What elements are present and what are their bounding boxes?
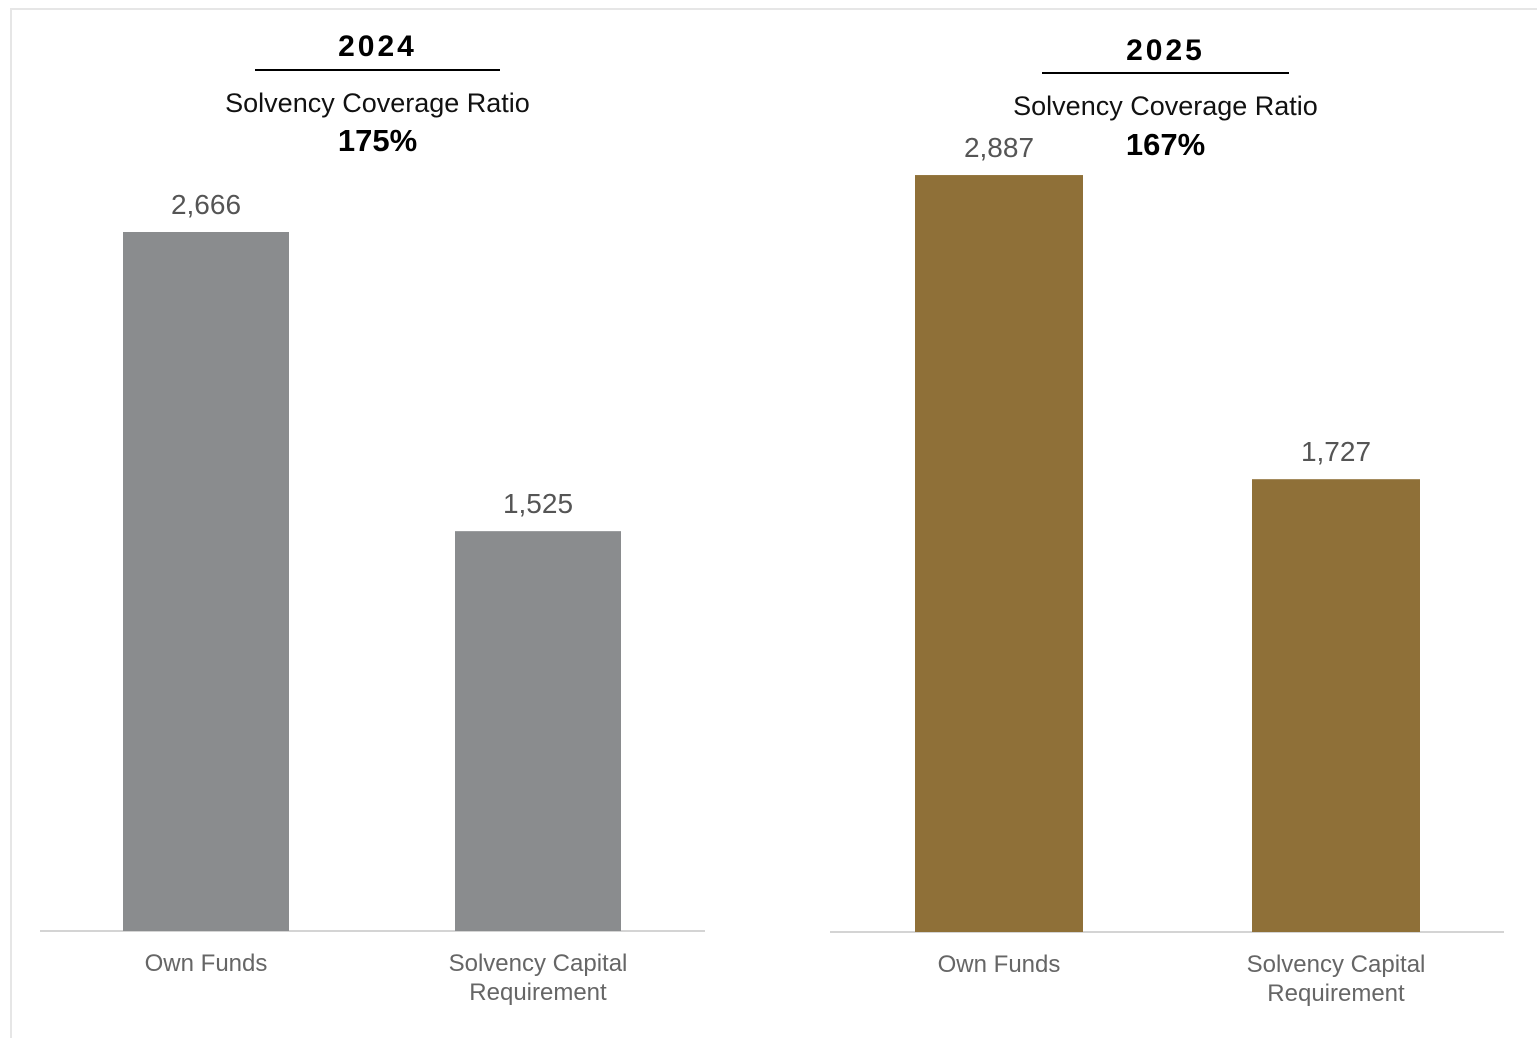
year-title: 2024 [338, 30, 417, 63]
bar [915, 175, 1083, 932]
bar [455, 531, 621, 931]
ratio-label: Solvency Coverage Ratio [225, 88, 530, 118]
year-underline [255, 69, 500, 71]
data-label: 1,727 [1301, 436, 1371, 467]
chart-panel-2025: 2025 Solvency Coverage Ratio 167% 2,887 O… [768, 0, 1537, 1018]
year-title: 2025 [1126, 34, 1205, 67]
ratio-value: 175% [337, 123, 418, 158]
category-label: Own Funds [145, 950, 268, 977]
category-label: Solvency Capital Requirement [449, 950, 628, 1006]
year-underline [1042, 72, 1289, 74]
bar [123, 232, 289, 931]
category-label: Own Funds [938, 951, 1061, 978]
chart-frame [10, 8, 1537, 1038]
ratio-label: Solvency Coverage Ratio [1013, 91, 1318, 121]
data-label: 2,887 [964, 132, 1034, 163]
category-label: Solvency Capital Requirement [1247, 951, 1426, 1007]
bar [1252, 479, 1420, 932]
ratio-value: 167% [1125, 127, 1206, 162]
chart-panel-2024: 2024 Solvency Coverage Ratio 175% 2,666 O… [0, 0, 768, 1018]
bar-chart-2025: 2,887 Own Funds 1,727 Solvency Capital Requi… [830, 132, 1504, 1007]
data-label: 2,666 [171, 189, 241, 220]
data-label: 1,525 [503, 488, 573, 519]
bar-chart-2024: 2,666 Own Funds 1,525 Solvency Capital Requi… [40, 189, 705, 1006]
